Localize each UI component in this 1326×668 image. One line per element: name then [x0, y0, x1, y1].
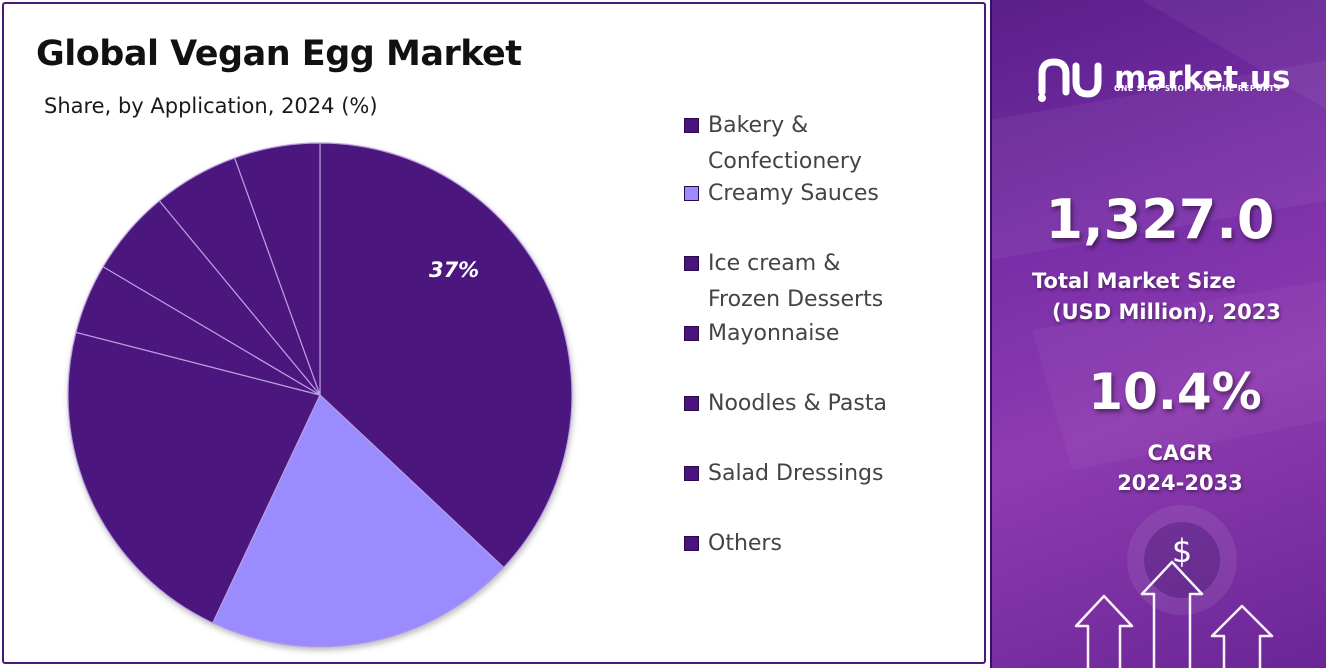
cagr-label-line2: 2024-2033 — [1117, 471, 1243, 495]
legend-label: Ice cream & Frozen Desserts — [708, 251, 884, 312]
pie-slice — [319, 142, 573, 569]
cagr-label-line1: CAGR — [1147, 441, 1213, 465]
brand-logo: market.us — [1036, 52, 1290, 104]
chart-title: Global Vegan Egg Market — [36, 34, 522, 74]
pie-chart: 37% — [67, 142, 573, 648]
market-size-value: 1,327.0 — [1045, 188, 1275, 251]
legend-item: Others — [684, 526, 944, 562]
dollar-icon: $ — [1172, 532, 1192, 570]
pie-slice — [67, 331, 321, 624]
legend-item: Ice cream & Frozen Desserts — [684, 246, 944, 318]
chart-subtitle: Share, by Application, 2024 (%) — [44, 94, 378, 118]
legend-label: Others — [708, 531, 782, 556]
legend-item: Mayonnaise — [684, 316, 944, 352]
market-us-logo-icon — [1038, 58, 1102, 102]
cagr-value: 10.4% — [1088, 363, 1262, 421]
legend-swatch — [684, 256, 699, 271]
pie-slice — [211, 393, 505, 648]
legend-item: Salad Dressings — [684, 456, 944, 492]
legend-swatch — [684, 396, 699, 411]
market-size-label-line2: (USD Million), 2023 — [1052, 300, 1281, 324]
legend-swatch — [684, 536, 699, 551]
market-size-label-line1: Total Market Size — [1032, 269, 1236, 293]
legend-item: Creamy Sauces — [684, 176, 944, 212]
legend-item: Bakery & Confectionery — [684, 108, 944, 180]
legend-label: Bakery & Confectionery — [708, 113, 862, 174]
stats-panel: market.us ONE STOP SHOP FOR THE REPORTS … — [990, 0, 1326, 668]
market-size-label: Total Market Size (USD Million), 2023 — [1032, 266, 1322, 328]
brand-tagline: ONE STOP SHOP FOR THE REPORTS — [1114, 84, 1281, 93]
legend-swatch — [684, 326, 699, 341]
legend-swatch — [684, 186, 699, 201]
legend-swatch — [684, 118, 699, 133]
brand-name: market.us — [1114, 60, 1291, 96]
legend-label: Creamy Sauces — [708, 181, 879, 206]
growth-arrows-icon: $ — [1074, 532, 1274, 668]
pie-data-label: 37% — [429, 258, 479, 282]
legend-label: Noodles & Pasta — [708, 391, 887, 416]
legend-label: Salad Dressings — [708, 461, 884, 486]
background-decoration — [992, 0, 1326, 615]
legend-swatch — [684, 466, 699, 481]
legend-label: Mayonnaise — [708, 321, 840, 346]
cagr-label: CAGR 2024-2033 — [992, 438, 1326, 498]
legend-item: Noodles & Pasta — [684, 386, 944, 422]
pie-slice — [233, 142, 321, 396]
